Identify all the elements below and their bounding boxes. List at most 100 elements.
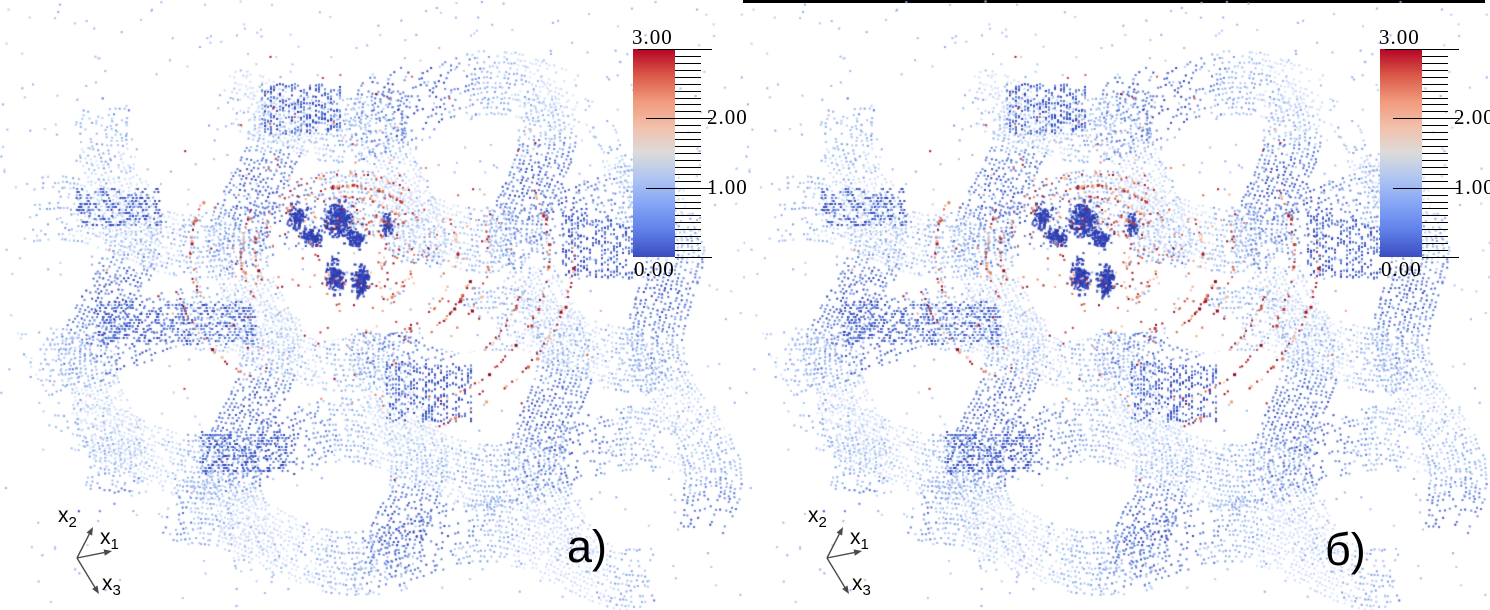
colorbar-max-label: 3.00 xyxy=(1379,25,1420,49)
colorbar-major-tick xyxy=(1385,49,1459,50)
colorbar-minor-tick xyxy=(1422,153,1448,154)
colorbar-major-tick xyxy=(675,257,712,258)
colorbar-minor-tick xyxy=(1422,160,1448,161)
colorbar-tick-label-2: 2.00 xyxy=(1454,105,1490,129)
colorbar-minor-tick xyxy=(1422,222,1448,223)
x2-axis-label: x2 xyxy=(808,504,827,532)
point-cloud-panel-a xyxy=(0,0,745,610)
colorbar-minor-tick xyxy=(1422,167,1448,168)
colorbar-minor-tick xyxy=(675,236,701,237)
x1-axis-label: x1 xyxy=(100,526,119,554)
colorbar-minor-tick xyxy=(675,146,701,147)
x1-axis-arrowhead-icon xyxy=(853,549,862,556)
colorbar-min-label: 0.00 xyxy=(1381,257,1422,281)
colorbar-min-label: 0.00 xyxy=(634,257,675,281)
colorbar-minor-tick xyxy=(675,104,701,105)
colorbar-minor-tick xyxy=(1422,111,1448,112)
colorbar-minor-tick xyxy=(675,250,701,251)
x3-axis-line xyxy=(76,557,96,588)
axes-triad-arrows xyxy=(826,527,862,594)
colorbar-minor-tick xyxy=(675,167,701,168)
colorbar-major-tick xyxy=(1393,188,1459,189)
colorbar-major-tick xyxy=(646,188,712,189)
colorbar-minor-tick xyxy=(675,139,701,140)
x3-axis-label: x3 xyxy=(102,572,121,600)
colorbar-minor-tick xyxy=(1422,91,1448,92)
colorbar-minor-tick xyxy=(1422,104,1448,105)
x3-axis-arrowhead-icon xyxy=(842,585,849,594)
colorbar-minor-tick xyxy=(675,229,701,230)
panel-label-b: б) xyxy=(1325,524,1366,575)
axes-triad-arrows xyxy=(76,527,112,594)
colorbar-minor-tick xyxy=(1422,63,1448,64)
colorbar-minor-tick xyxy=(675,63,701,64)
colorbar-minor-tick xyxy=(675,174,701,175)
x3-axis-arrowhead-icon xyxy=(92,585,99,594)
colorbar-minor-tick xyxy=(675,195,701,196)
colorbar-minor-tick xyxy=(675,153,701,154)
colorbar-major-tick xyxy=(1422,257,1459,258)
x1-axis-arrowhead-icon xyxy=(103,549,112,556)
axes-triad-b: x2 x1 x3 xyxy=(790,495,940,610)
colorbar-minor-tick xyxy=(1422,139,1448,140)
colorbar-max-label: 3.00 xyxy=(632,25,673,49)
colorbar-minor-tick xyxy=(1422,181,1448,182)
x1-axis-label: x1 xyxy=(850,526,869,554)
colorbar-minor-tick xyxy=(1422,208,1448,209)
colorbar-minor-tick xyxy=(675,56,701,57)
axes-triad-a: x2 x1 x3 xyxy=(40,495,190,610)
x1-axis-line xyxy=(826,551,855,559)
colorbar-minor-tick xyxy=(1422,125,1448,126)
colorbar-minor-tick xyxy=(1422,98,1448,99)
colorbar-minor-tick xyxy=(675,84,701,85)
colorbar-minor-tick xyxy=(675,215,701,216)
colorbar-minor-tick xyxy=(675,160,701,161)
colorbar-minor-tick xyxy=(675,70,701,71)
colorbar-minor-tick xyxy=(675,125,701,126)
colorbar-minor-tick xyxy=(1422,146,1448,147)
colorbar-minor-tick xyxy=(1422,84,1448,85)
colorbar-minor-tick xyxy=(675,132,701,133)
colorbar-minor-tick xyxy=(675,243,701,244)
colorbar-ticks xyxy=(1380,49,1459,258)
x2-axis-line xyxy=(76,533,90,559)
colorbar-minor-tick xyxy=(675,111,701,112)
colorbar-minor-tick xyxy=(1422,56,1448,57)
colorbar-major-tick xyxy=(646,118,712,119)
colorbar-a: 3.00 2.00 1.00 0.00 xyxy=(632,27,747,280)
colorbar-gradient xyxy=(633,49,675,257)
colorbar-minor-tick xyxy=(1422,195,1448,196)
colorbar-minor-tick xyxy=(1422,202,1448,203)
colorbar-minor-tick xyxy=(675,208,701,209)
colorbar-tick-label-1: 1.00 xyxy=(1454,175,1490,199)
colorbar-minor-tick xyxy=(675,181,701,182)
x2-axis-line xyxy=(826,533,840,559)
panel-label-a: а) xyxy=(567,521,608,572)
colorbar-minor-tick xyxy=(675,98,701,99)
colorbar-tick-label-2: 2.00 xyxy=(707,105,748,129)
x3-axis-label: x3 xyxy=(852,572,871,600)
colorbar-minor-tick xyxy=(1422,77,1448,78)
colorbar-minor-tick xyxy=(1422,229,1448,230)
colorbar-major-tick xyxy=(638,49,712,50)
x2-axis-arrowhead-icon xyxy=(836,527,843,536)
colorbar-gradient xyxy=(1380,49,1422,257)
colorbar-tick-label-1: 1.00 xyxy=(707,175,748,199)
colorbar-minor-tick xyxy=(1422,132,1448,133)
colorbar-ticks xyxy=(633,49,712,258)
colorbar-minor-tick xyxy=(1422,243,1448,244)
colorbar-minor-tick xyxy=(675,91,701,92)
colorbar-b: 3.00 2.00 1.00 0.00 xyxy=(1379,27,1490,280)
x2-axis-arrowhead-icon xyxy=(86,527,93,536)
colorbar-minor-tick xyxy=(675,222,701,223)
colorbar-minor-tick xyxy=(1422,215,1448,216)
colorbar-minor-tick xyxy=(1422,250,1448,251)
colorbar-minor-tick xyxy=(675,202,701,203)
colorbar-minor-tick xyxy=(675,77,701,78)
colorbar-major-tick xyxy=(1393,118,1459,119)
colorbar-minor-tick xyxy=(1422,70,1448,71)
x2-axis-label: x2 xyxy=(58,504,77,532)
x1-axis-line xyxy=(76,551,105,559)
colorbar-minor-tick xyxy=(1422,174,1448,175)
